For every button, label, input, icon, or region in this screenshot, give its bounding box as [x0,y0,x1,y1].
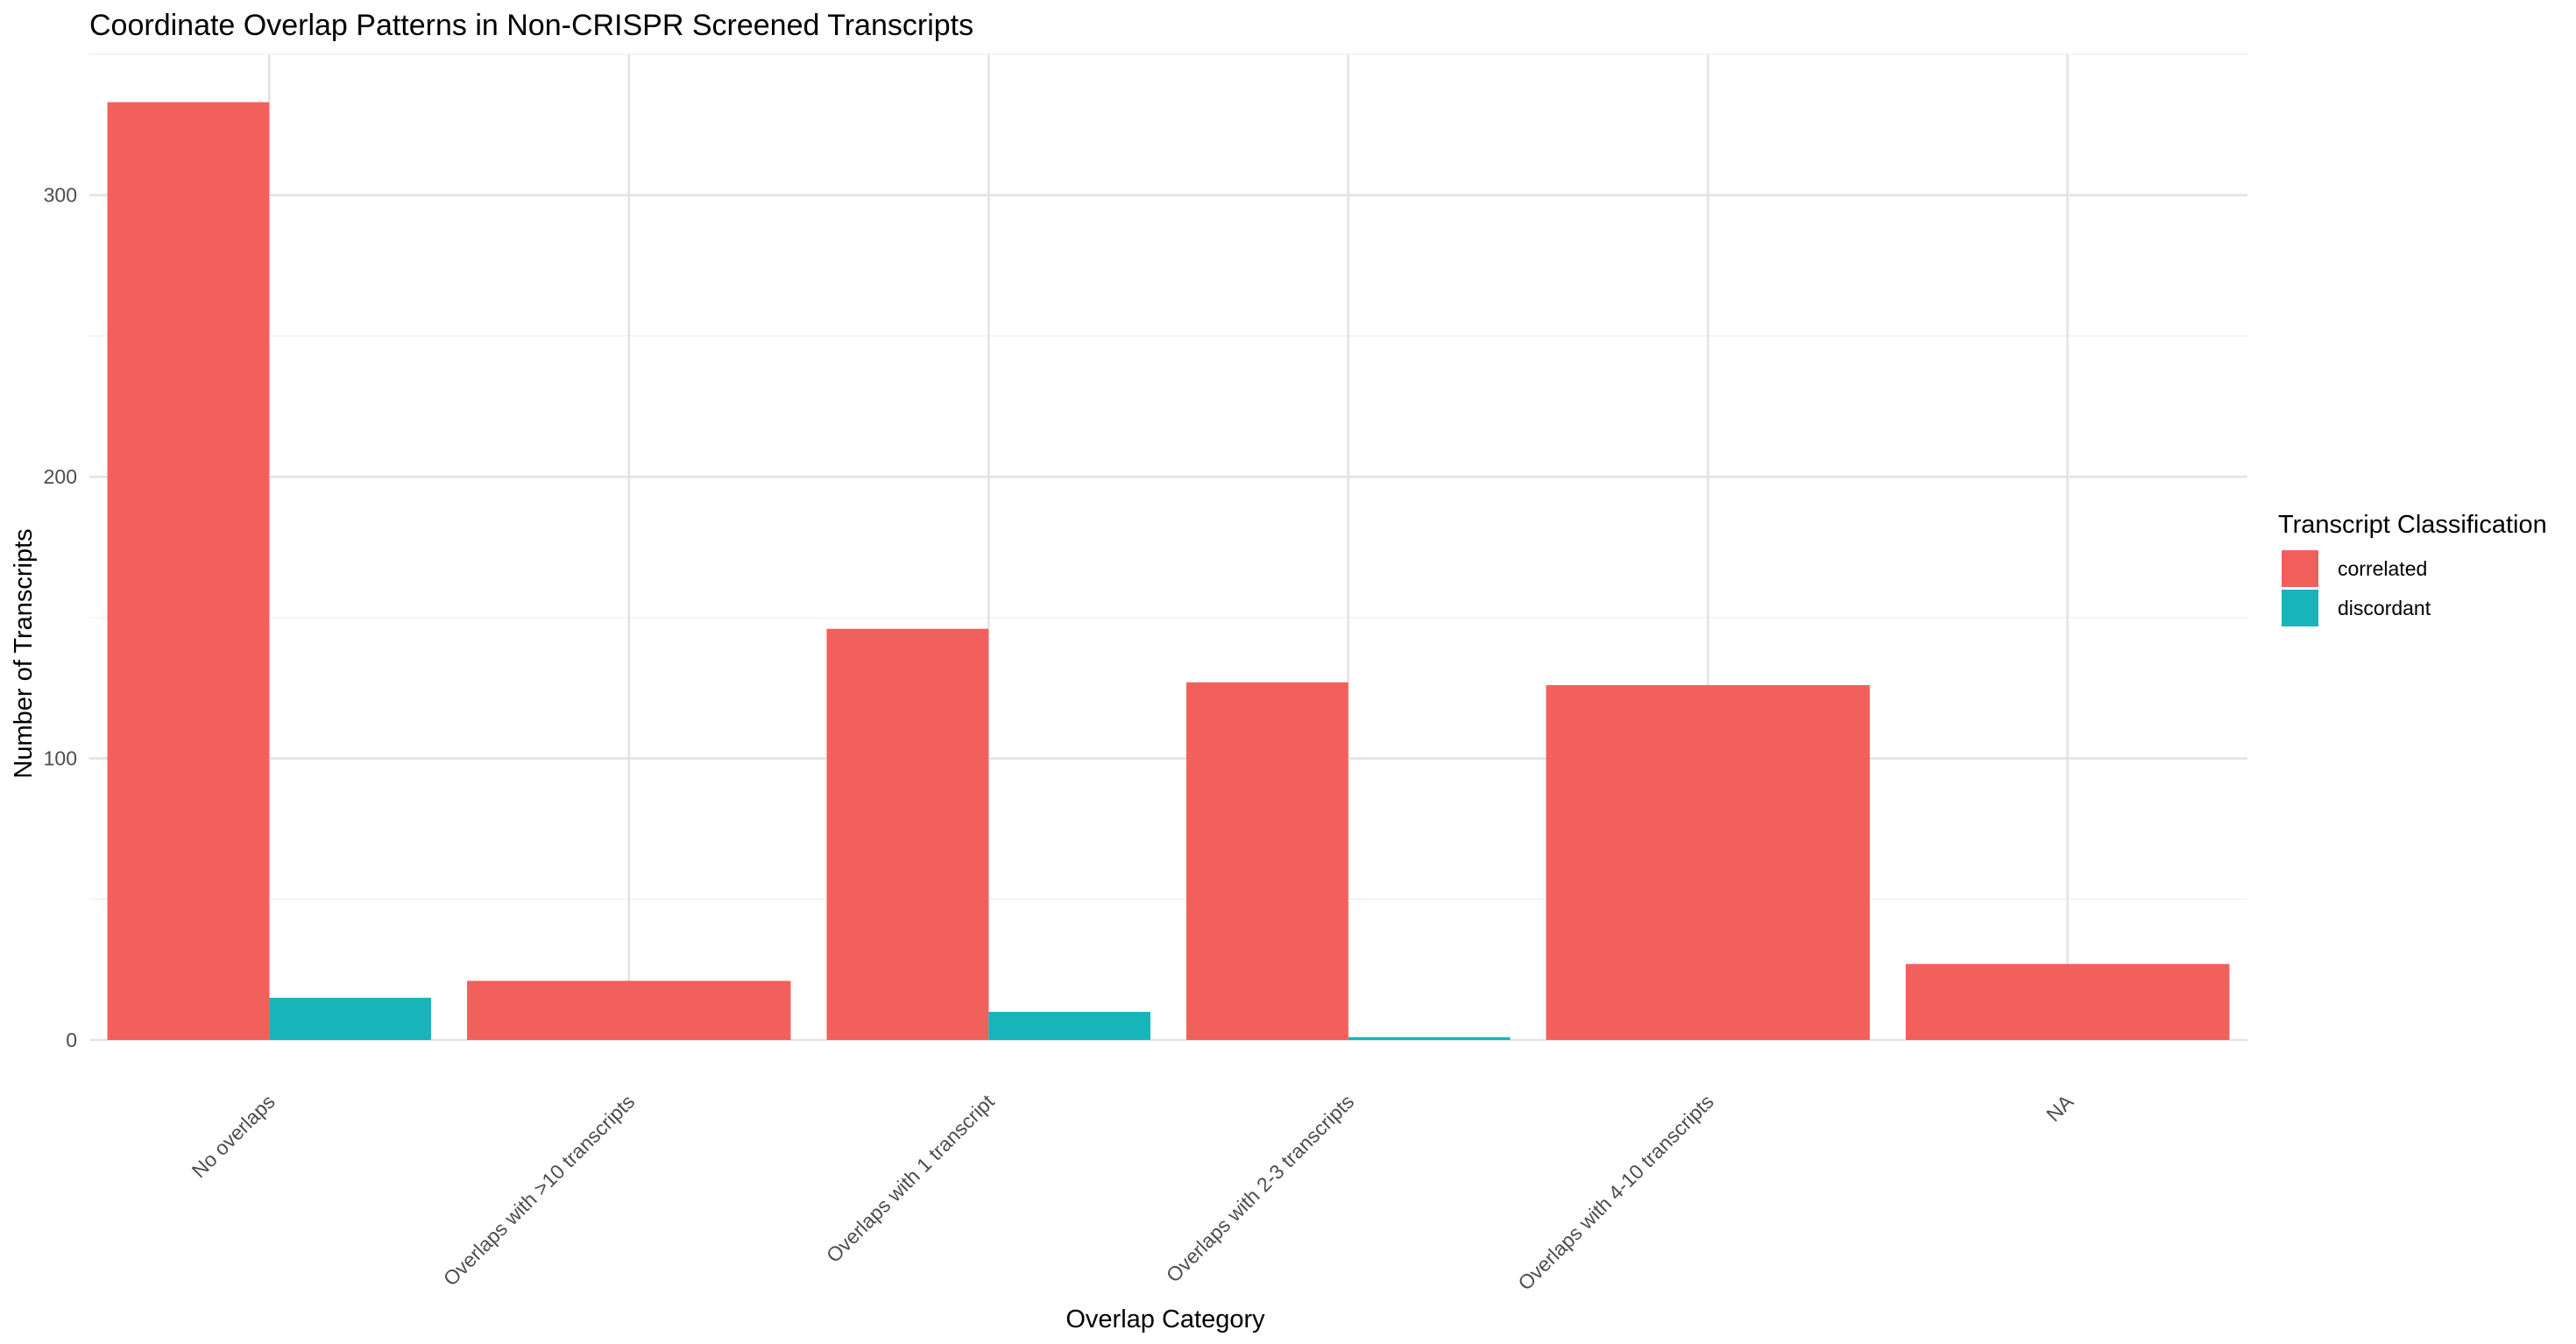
bar-discordant [269,997,431,1040]
gridlines [89,53,2247,1042]
x-tick-label: Overlaps with >10 transcripts [439,1090,640,1291]
bar-correlated [467,980,791,1040]
bar-discordant [1348,1036,1511,1040]
x-tick-label: Overlaps with 4-10 transcripts [1513,1090,1718,1295]
bar-correlated [826,628,989,1040]
x-tick-label: Overlaps with 1 transcript [822,1090,999,1267]
y-tick-label: 0 [66,1029,77,1051]
x-axis-ticks: No overlaps Overlaps with >10 transcripts… [188,1090,2078,1295]
legend-swatch-correlated [2282,550,2318,587]
bar-correlated [1186,682,1348,1040]
x-tick-label: Overlaps with 2-3 transcripts [1162,1090,1358,1286]
legend-swatch-discordant [2282,590,2318,626]
legend: Transcript Classification correlated disc… [2278,511,2547,626]
bar-correlated [107,102,270,1041]
y-axis-title: Number of Transcripts [10,528,38,778]
bar-discordant [988,1011,1150,1040]
y-tick-label: 200 [44,465,77,488]
chart-title: Coordinate Overlap Patterns in Non-CRISP… [89,9,973,42]
bars [107,102,2230,1041]
legend-title: Transcript Classification [2278,511,2547,539]
y-axis-ticks: 0 100 200 300 [44,184,77,1051]
bar-correlated [1906,964,2230,1040]
x-axis-title: Overlap Category [1065,1305,1265,1333]
x-tick-label: NA [2042,1090,2077,1126]
x-tick-label: No overlaps [188,1090,280,1182]
y-tick-label: 100 [44,747,77,770]
bar-correlated [1546,685,1870,1040]
legend-label-correlated: correlated [2338,557,2427,580]
legend-label-discordant: discordant [2338,597,2431,619]
y-tick-label: 300 [44,184,77,207]
